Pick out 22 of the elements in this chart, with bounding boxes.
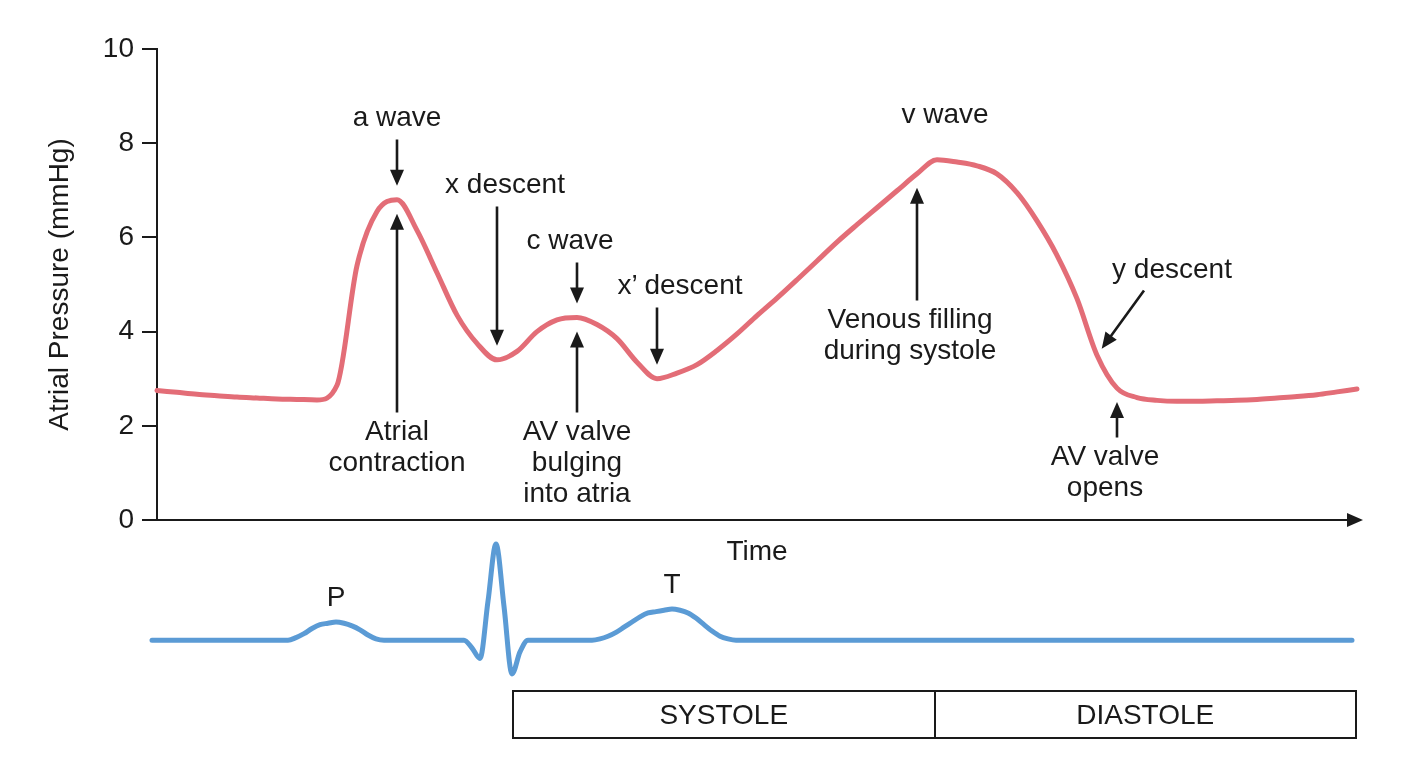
x-axis-title: Time (726, 534, 788, 566)
annotation: Venous filling during systole (823, 302, 997, 365)
y-tick-label: 10 (102, 31, 134, 63)
annotation: AV valve bulging into atria (522, 414, 632, 508)
annotation: AV valve opens (1050, 439, 1160, 502)
annotation: x’ descent (617, 268, 743, 300)
annotation: y descent (1112, 252, 1233, 284)
annotation: v wave (901, 97, 989, 129)
annotation: x descent (445, 167, 566, 199)
annotation: c wave (526, 223, 614, 255)
annotation: Atrial contraction (328, 414, 466, 477)
annotation: P (326, 580, 346, 612)
y-tick-label: 0 (118, 502, 134, 534)
y-tick-label: 8 (118, 125, 134, 157)
text: DIASTOLE (1076, 698, 1215, 731)
y-tick-label: 6 (118, 220, 134, 252)
annotation: T (663, 567, 681, 599)
y-tick-label: 2 (118, 408, 134, 440)
y-tick-label: 4 (118, 314, 134, 346)
annotation: a wave (352, 100, 442, 132)
text: SYSTOLE (659, 698, 789, 731)
y-axis-title: Atrial Pressure (mmHg) (42, 138, 74, 431)
